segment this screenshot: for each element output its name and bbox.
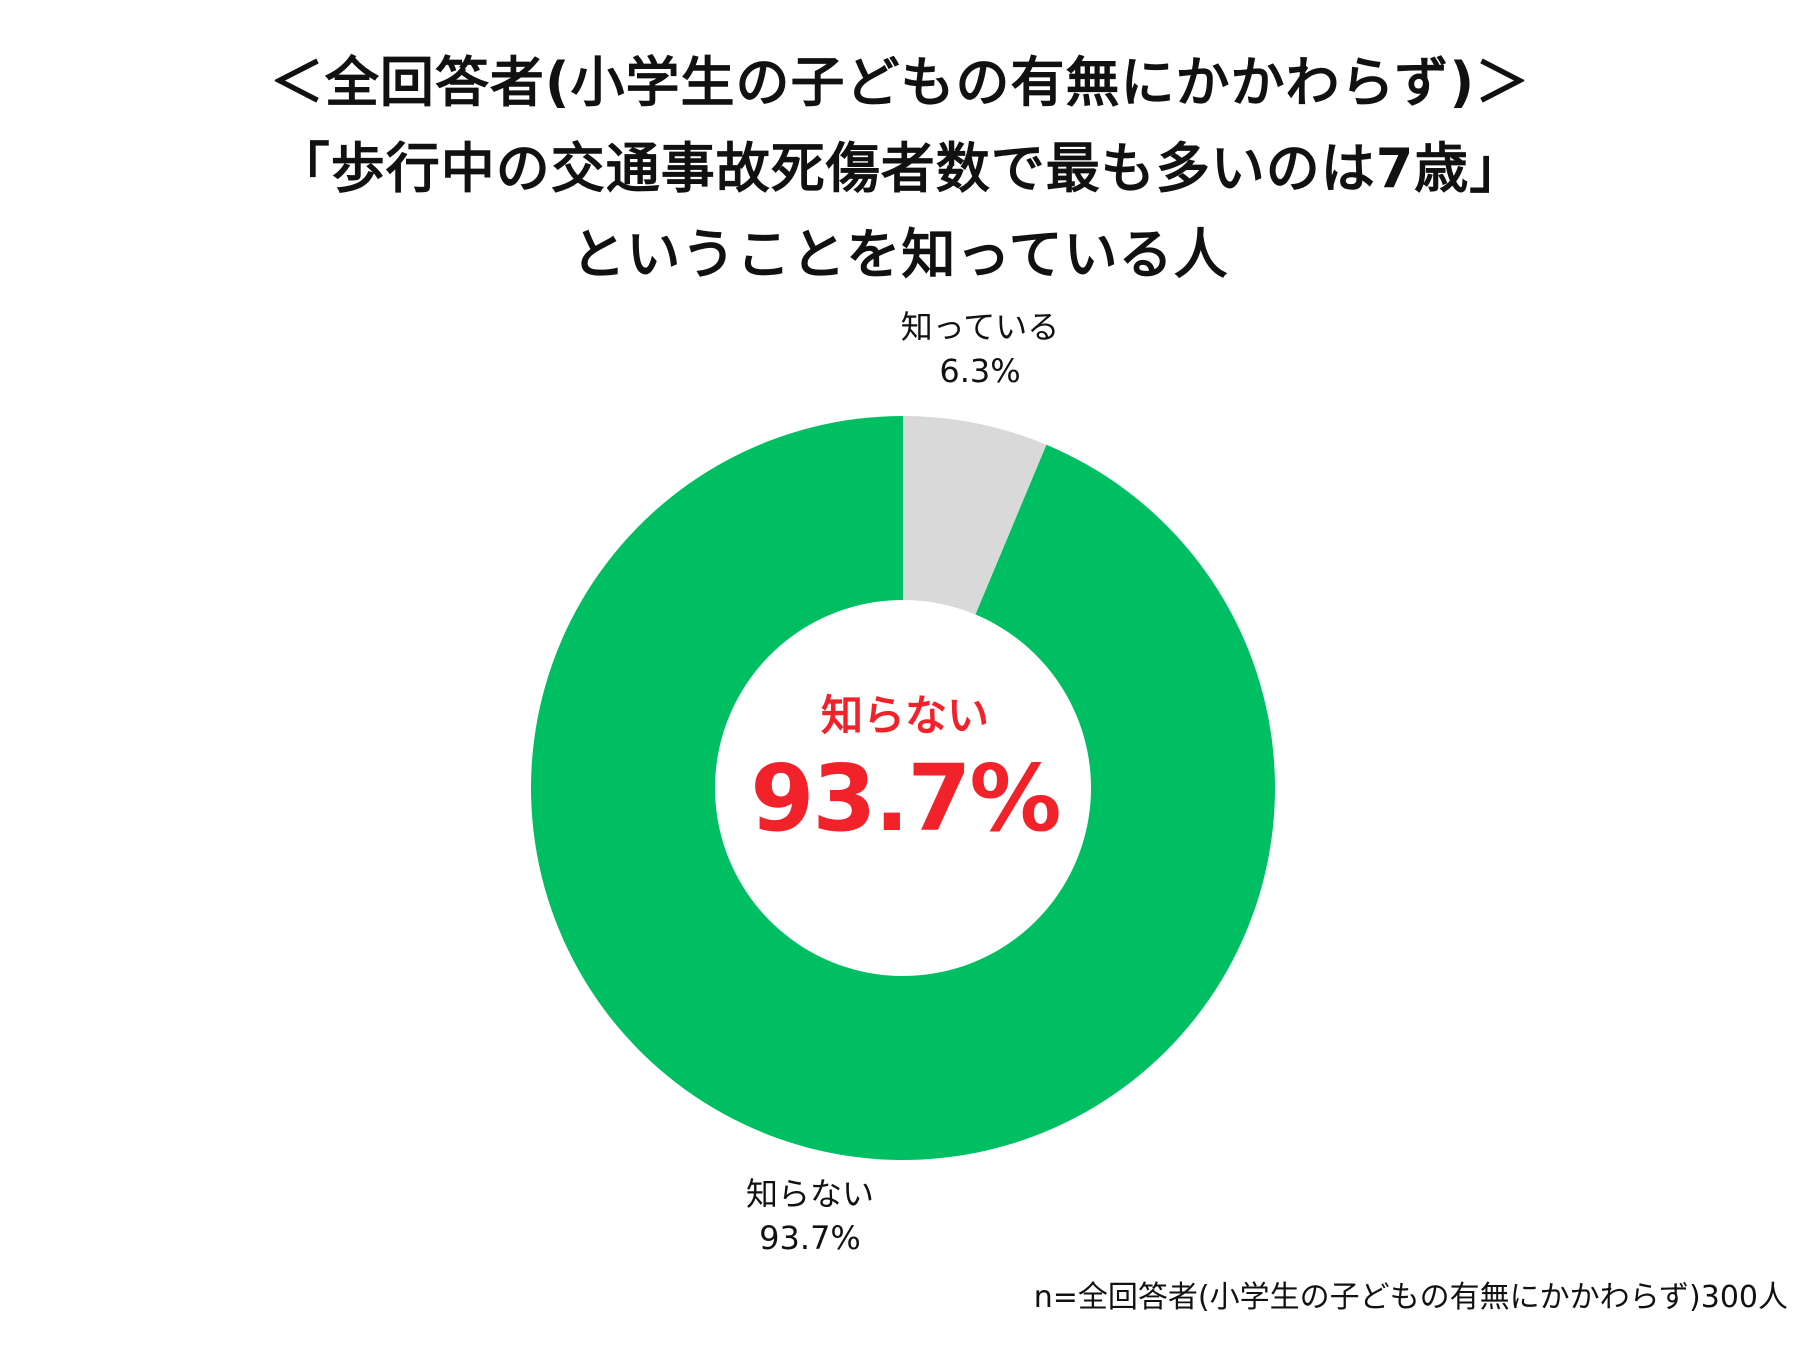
slice-label-unknown: 知らない 93.7% xyxy=(700,1172,920,1260)
center-label-name: 知らない xyxy=(820,691,989,740)
slice-label-known-name: 知っている xyxy=(900,308,1060,346)
chart-title: ＜全回答者(小学生の子どもの有無にかかわらず)＞ 「歩行中の交通事故死傷者数で最… xyxy=(0,40,1800,298)
sample-size-note: n=全回答者(小学生の子どもの有無にかかわらず)300人 xyxy=(1033,1280,1788,1315)
slice-label-known: 知っている 6.3% xyxy=(880,305,1080,393)
title-line-2: 「歩行中の交通事故死傷者数で最も多いのは7歳」 xyxy=(275,137,1525,200)
donut-center-label: 知らない 93.7% xyxy=(705,688,1105,854)
donut-slice-unknown xyxy=(531,416,1275,1160)
slice-label-unknown-name: 知らない xyxy=(745,1175,874,1213)
donut-slice-known xyxy=(903,416,1047,615)
slice-label-unknown-value: 93.7% xyxy=(759,1219,861,1257)
title-line-1: ＜全回答者(小学生の子どもの有無にかかわらず)＞ xyxy=(269,51,1531,114)
slice-label-known-value: 6.3% xyxy=(939,352,1021,390)
center-label-value: 93.7% xyxy=(750,745,1061,852)
title-line-3: ということを知っている人 xyxy=(571,223,1229,286)
